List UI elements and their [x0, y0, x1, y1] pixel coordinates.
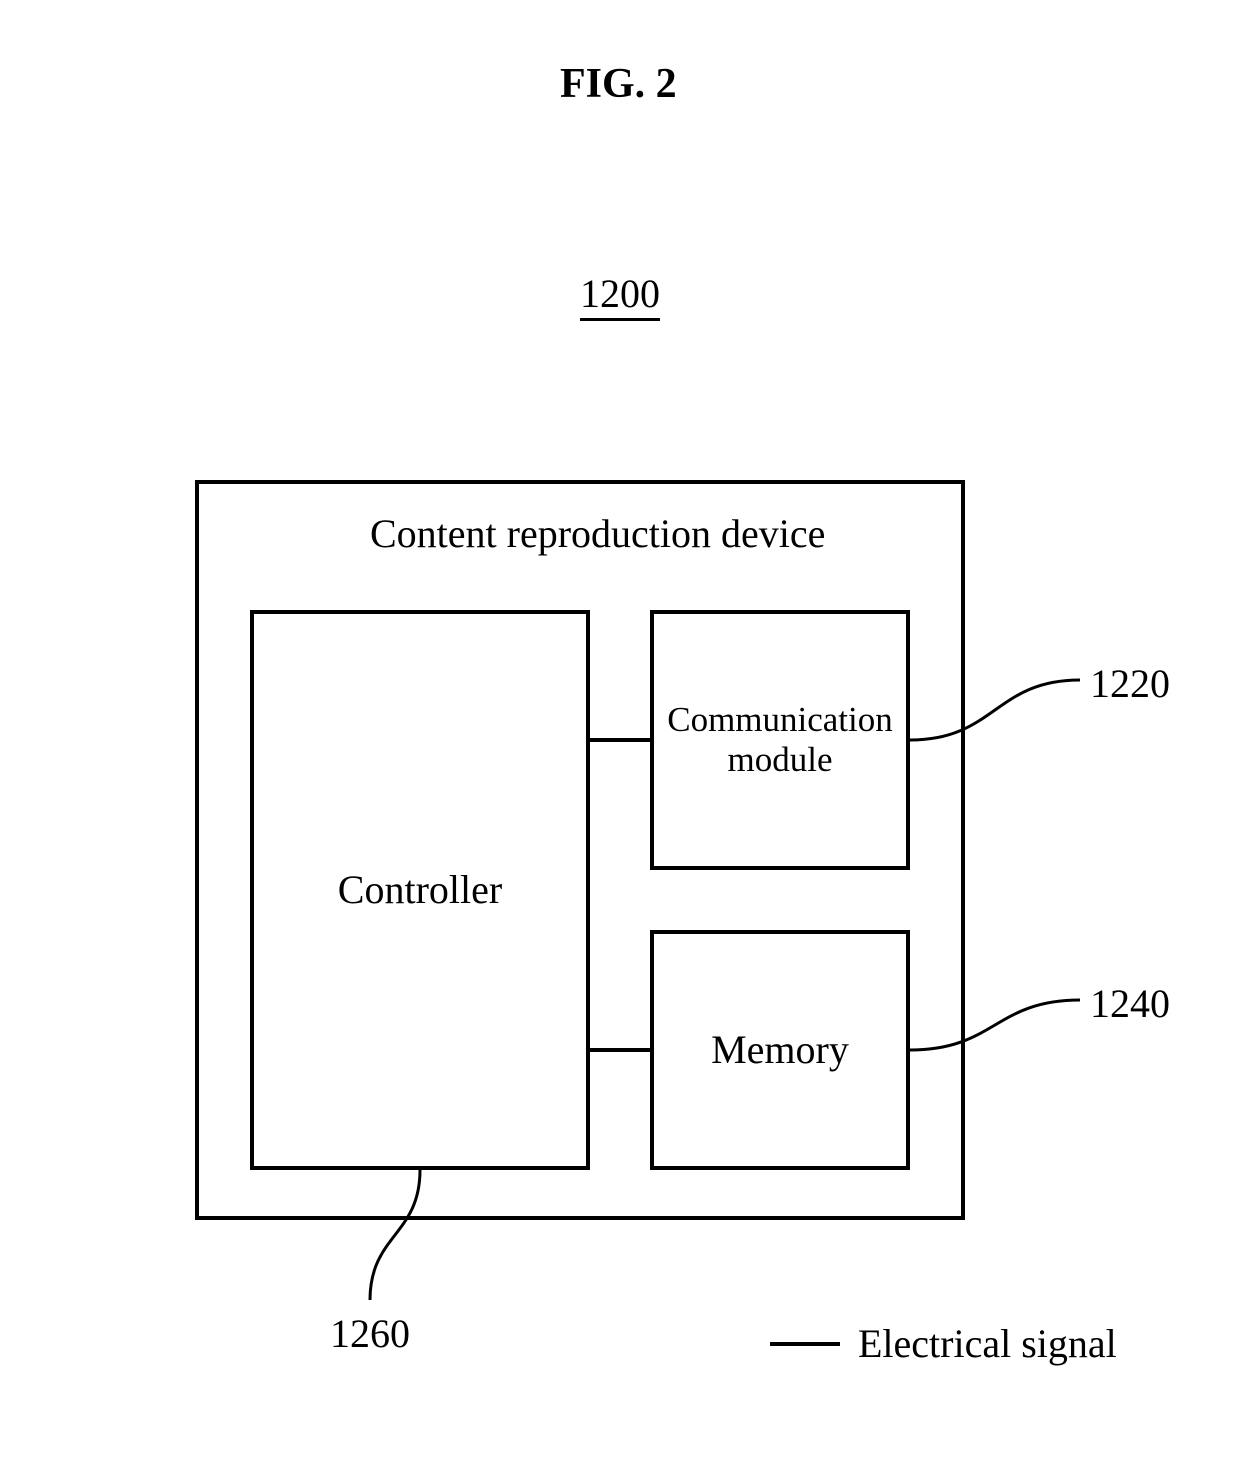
leader-memory [0, 0, 1240, 1473]
legend: Electrical signal [770, 1320, 1117, 1367]
legend-label: Electrical signal [858, 1320, 1117, 1367]
legend-line-icon [770, 1342, 840, 1346]
memory-reference-number: 1240 [1090, 980, 1170, 1027]
figure-canvas: FIG. 2 1200 Content reproduction device … [0, 0, 1240, 1473]
